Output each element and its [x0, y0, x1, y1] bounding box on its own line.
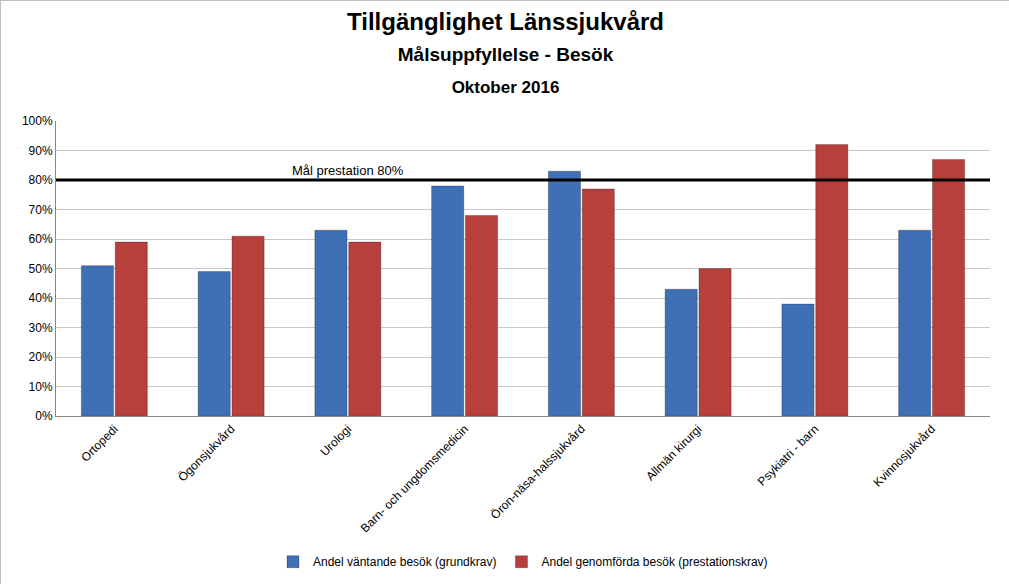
svg-text:Barn- och ungdomsmedicin: Barn- och ungdomsmedicin: [358, 422, 471, 535]
svg-text:Psykiatri - barn: Psykiatri - barn: [755, 422, 821, 488]
svg-text:90%: 90%: [29, 144, 53, 158]
svg-text:20%: 20%: [29, 350, 53, 364]
svg-text:70%: 70%: [29, 203, 53, 217]
svg-text:Allmän kirurgi: Allmän kirurgi: [643, 422, 704, 483]
svg-text:Urologi: Urologi: [317, 422, 354, 459]
svg-text:Andel genomförda besök (presta: Andel genomförda besök (prestationskrav): [541, 555, 767, 569]
svg-text:Mål prestation 80%: Mål prestation 80%: [292, 163, 404, 178]
svg-text:80%: 80%: [29, 173, 53, 187]
svg-text:0%: 0%: [35, 409, 53, 423]
svg-text:50%: 50%: [29, 262, 53, 276]
svg-text:Öron-näsa-halssjukvård: Öron-näsa-halssjukvård: [488, 422, 588, 522]
svg-text:10%: 10%: [29, 380, 53, 394]
svg-text:30%: 30%: [29, 321, 53, 335]
svg-text:Tillgänglighet LänssjukvårdMål: Tillgänglighet LänssjukvårdMålsuppfyllel…: [347, 8, 664, 96]
svg-text:Kvinnosjukvård: Kvinnosjukvård: [871, 422, 938, 489]
svg-text:Ögonsjukvård: Ögonsjukvård: [175, 422, 237, 484]
svg-text:Ortopedi: Ortopedi: [78, 422, 120, 464]
svg-text:100%: 100%: [22, 114, 53, 128]
svg-text:40%: 40%: [29, 291, 53, 305]
svg-text:60%: 60%: [29, 232, 53, 246]
svg-text:Andel väntande besök (grundkra: Andel väntande besök (grundkrav): [313, 555, 496, 569]
